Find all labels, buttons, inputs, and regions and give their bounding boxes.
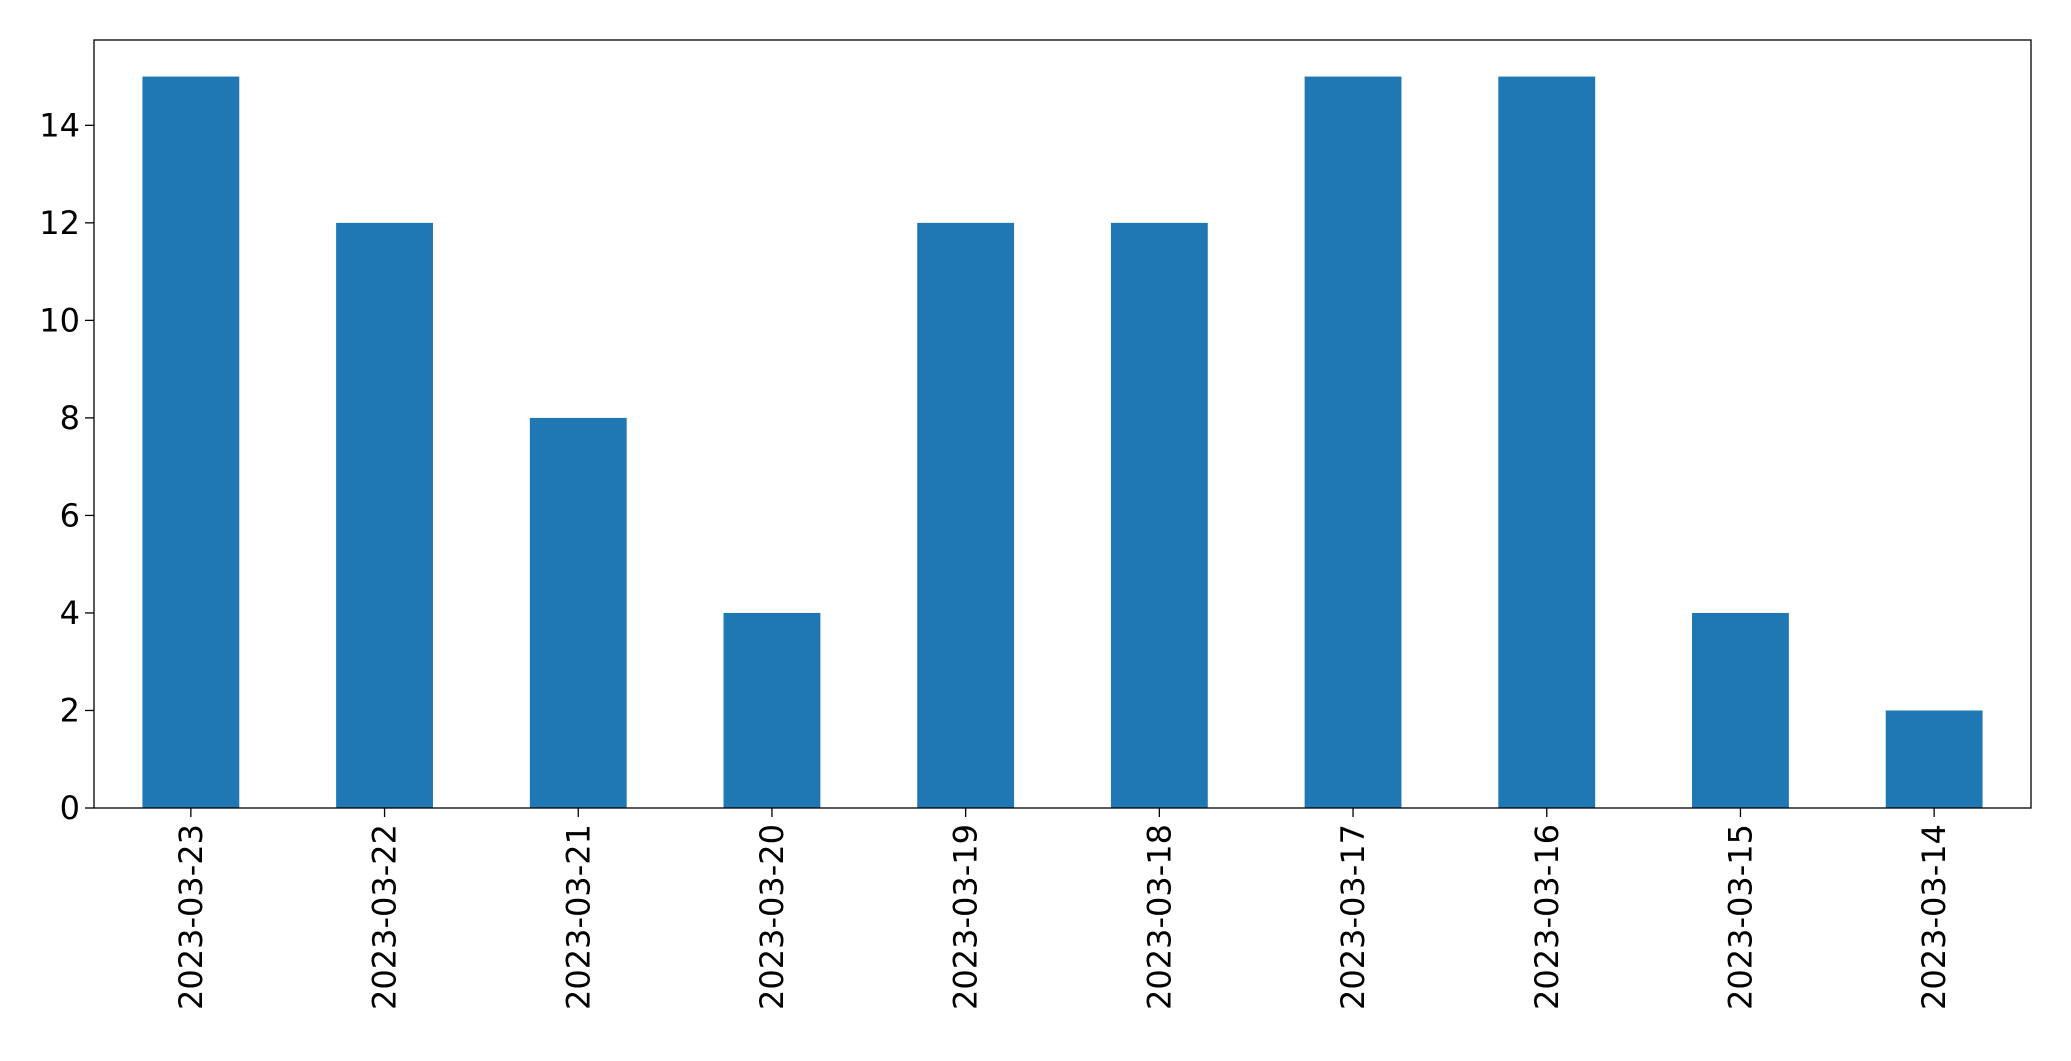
y-tick-label: 0 <box>60 789 80 827</box>
bar <box>1304 76 1402 809</box>
bar <box>142 76 240 809</box>
x-tick-label: 2023-03-20 <box>753 824 791 1010</box>
bar <box>1692 612 1789 808</box>
bar <box>336 222 433 808</box>
y-tick-label: 14 <box>39 106 80 144</box>
bar <box>1885 710 1983 808</box>
x-tick-label: 2023-03-21 <box>559 824 597 1010</box>
x-tick-label: 2023-03-15 <box>1721 824 1759 1010</box>
y-tick-label: 2 <box>60 691 80 729</box>
x-tick-label: 2023-03-16 <box>1528 824 1566 1010</box>
x-tick-label: 2023-03-23 <box>172 824 210 1010</box>
bar <box>1110 222 1208 808</box>
y-tick-label: 4 <box>60 594 80 632</box>
y-tick-label: 10 <box>39 301 80 339</box>
bar <box>917 222 1015 808</box>
x-tick-label: 2023-03-22 <box>366 824 404 1010</box>
x-tick-label: 2023-03-17 <box>1334 824 1372 1010</box>
bar <box>1498 76 1596 809</box>
x-tick-label: 2023-03-18 <box>1140 824 1178 1010</box>
bar <box>723 612 821 808</box>
plot-frame <box>93 39 2032 809</box>
x-tick-label: 2023-03-14 <box>1915 824 1953 1010</box>
bar <box>529 417 627 808</box>
y-tick-label: 8 <box>60 399 80 437</box>
y-tick-label: 12 <box>39 204 80 242</box>
x-tick-label: 2023-03-19 <box>947 824 985 1010</box>
y-tick-label: 6 <box>60 496 80 534</box>
